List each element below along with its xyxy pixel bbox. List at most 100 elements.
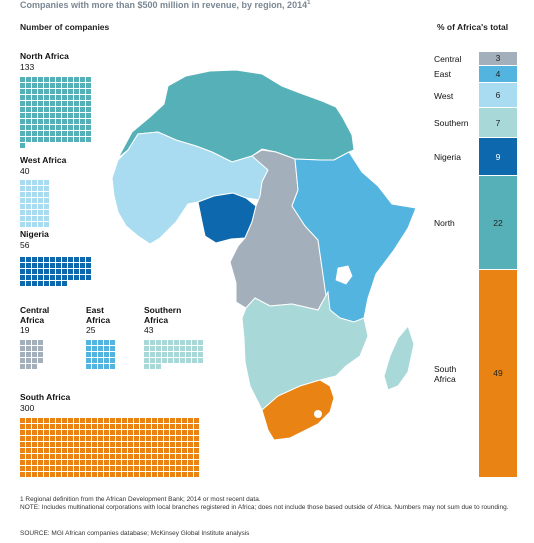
company-unit-square xyxy=(62,95,67,100)
company-unit-square xyxy=(38,186,43,191)
company-unit-square xyxy=(86,107,91,112)
company-unit-square xyxy=(80,131,85,136)
share-bar-segment: 6 xyxy=(479,82,517,109)
company-unit-square xyxy=(32,216,37,221)
company-unit-square xyxy=(182,472,187,477)
company-unit-square xyxy=(26,448,31,453)
company-unit-square xyxy=(122,454,127,459)
company-unit-square xyxy=(56,430,61,435)
company-unit-square xyxy=(152,418,157,423)
company-unit-square xyxy=(38,352,43,357)
company-unit-square xyxy=(152,460,157,465)
company-unit-square xyxy=(32,448,37,453)
company-unit-square xyxy=(146,430,151,435)
company-unit-square xyxy=(50,436,55,441)
company-unit-square xyxy=(68,472,73,477)
company-unit-square xyxy=(104,442,109,447)
company-unit-square xyxy=(86,83,91,88)
company-unit-square xyxy=(32,198,37,203)
company-unit-square xyxy=(146,472,151,477)
company-unit-square xyxy=(74,424,79,429)
company-unit-square xyxy=(98,472,103,477)
map-southern-africa xyxy=(241,290,369,411)
company-unit-square xyxy=(182,448,187,453)
company-unit-square xyxy=(44,101,49,106)
company-unit-square xyxy=(180,346,185,351)
company-unit-square xyxy=(80,275,85,280)
company-unit-square xyxy=(140,454,145,459)
company-unit-square xyxy=(86,131,91,136)
company-unit-square xyxy=(68,448,73,453)
company-unit-square xyxy=(80,418,85,423)
company-unit-square xyxy=(74,89,79,94)
company-unit-square xyxy=(32,137,37,142)
company-unit-square xyxy=(86,418,91,423)
company-unit-square xyxy=(110,472,115,477)
company-unit-square xyxy=(110,460,115,465)
share-bar-segment: 3 xyxy=(479,52,517,66)
company-unit-square xyxy=(128,436,133,441)
company-unit-square xyxy=(86,137,91,142)
company-unit-square xyxy=(122,424,127,429)
company-unit-square xyxy=(26,418,31,423)
share-bar-segment: 22 xyxy=(479,176,517,270)
company-unit-square xyxy=(20,222,25,227)
region-count: 25 xyxy=(86,325,96,335)
company-unit-square xyxy=(26,257,31,262)
company-unit-square xyxy=(20,358,25,363)
company-unit-square xyxy=(68,137,73,142)
company-unit-square xyxy=(152,436,157,441)
map-lake xyxy=(335,265,353,285)
company-unit-square xyxy=(26,222,31,227)
company-unit-square xyxy=(104,352,109,357)
company-unit-square xyxy=(92,364,97,369)
company-unit-square xyxy=(20,131,25,136)
company-unit-square xyxy=(44,466,49,471)
company-unit-square xyxy=(116,454,121,459)
company-unit-square xyxy=(170,454,175,459)
company-unit-square xyxy=(174,352,179,357)
company-unit-square xyxy=(20,119,25,124)
company-unit-square xyxy=(20,263,25,268)
company-unit-square xyxy=(116,424,121,429)
company-unit-square xyxy=(62,442,67,447)
company-unit-square xyxy=(162,352,167,357)
company-unit-square xyxy=(50,101,55,106)
company-unit-square xyxy=(146,442,151,447)
company-unit-square xyxy=(20,198,25,203)
company-unit-square xyxy=(146,448,151,453)
company-unit-square xyxy=(98,454,103,459)
company-unit-square xyxy=(44,275,49,280)
company-unit-square xyxy=(156,346,161,351)
company-unit-square xyxy=(20,137,25,142)
company-unit-square xyxy=(86,263,91,268)
company-unit-square xyxy=(44,119,49,124)
company-unit-square xyxy=(192,358,197,363)
company-unit-square xyxy=(38,358,43,363)
company-unit-square xyxy=(194,448,199,453)
company-unit-square xyxy=(128,424,133,429)
company-unit-square xyxy=(44,418,49,423)
share-bar-label: Southern xyxy=(434,118,469,129)
company-unit-square xyxy=(104,430,109,435)
company-unit-square xyxy=(50,107,55,112)
region-count: 56 xyxy=(20,239,30,250)
company-unit-square xyxy=(164,460,169,465)
company-unit-square xyxy=(176,442,181,447)
company-unit-square xyxy=(44,257,49,262)
company-unit-square xyxy=(50,430,55,435)
company-unit-square xyxy=(128,418,133,423)
company-unit-square xyxy=(74,275,79,280)
company-unit-square xyxy=(44,89,49,94)
company-unit-square xyxy=(68,263,73,268)
company-unit-square xyxy=(20,192,25,197)
company-unit-square xyxy=(194,436,199,441)
company-unit-square xyxy=(26,186,31,191)
company-unit-square xyxy=(140,436,145,441)
region-count: 19 xyxy=(20,325,30,335)
company-unit-square xyxy=(68,269,73,274)
company-unit-square xyxy=(158,430,163,435)
company-unit-square xyxy=(50,89,55,94)
company-unit-square xyxy=(50,137,55,142)
map-lesotho xyxy=(314,410,322,418)
